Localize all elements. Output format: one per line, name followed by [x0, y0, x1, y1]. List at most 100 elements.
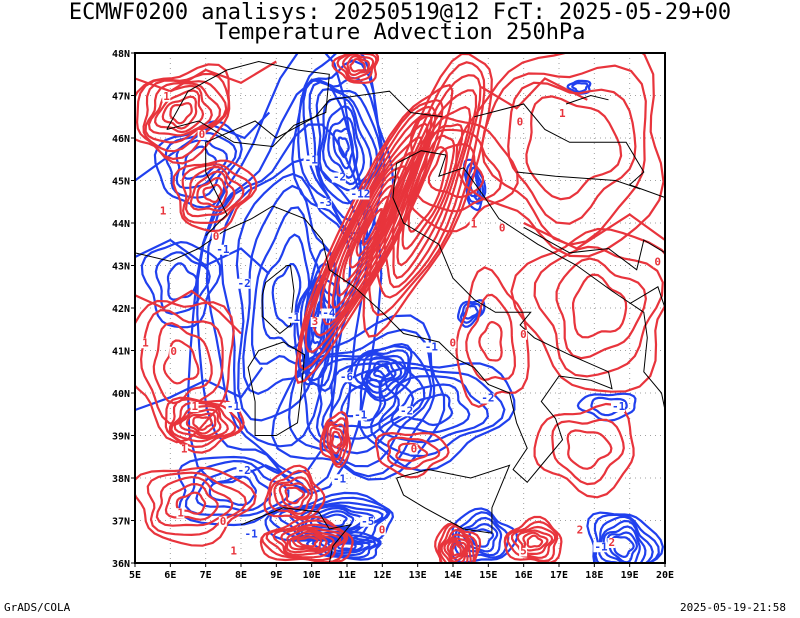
warm-contour [288, 530, 328, 551]
warm-contour [147, 84, 213, 137]
warm-contour [407, 145, 449, 233]
contour-label-bg [236, 465, 251, 476]
contour-label-bg [141, 338, 150, 349]
warm-contour [386, 436, 441, 470]
cold-contour [271, 262, 302, 328]
warm-contour [161, 95, 198, 130]
warm-contour [480, 77, 588, 110]
contour-label-bg [349, 189, 370, 200]
coastline [474, 103, 665, 198]
contour-label: -1 [287, 311, 301, 324]
warm-contour [329, 426, 346, 455]
software-credit: GrADS/COLA [4, 601, 71, 614]
warm-contour [135, 63, 231, 165]
contour-label-bg [303, 155, 318, 166]
warm-contour [273, 476, 314, 515]
warm-contour [533, 245, 664, 378]
warm-contour [551, 418, 625, 486]
warm-contour [184, 166, 245, 218]
cold-contour [378, 375, 490, 444]
coastlines [135, 60, 665, 563]
contour-label: 1 [181, 443, 188, 456]
contour-label: -2 [481, 392, 494, 405]
contour-label-bg [519, 546, 528, 557]
warm-contour [368, 61, 486, 317]
contour-label: -2 [237, 464, 250, 477]
contour-label-bg [497, 223, 506, 234]
warm-contour [152, 322, 213, 405]
lon-tick-label: 10E [303, 570, 321, 581]
contour-label: 1 [192, 400, 199, 413]
lat-tick-label: 39N [112, 432, 130, 443]
contour-label: -3 [319, 196, 332, 209]
cold-contour [597, 519, 647, 563]
cold-contour [166, 262, 198, 301]
cold-contour [154, 251, 211, 315]
warm-contour [478, 320, 503, 362]
lat-tick-label: 43N [112, 262, 130, 273]
contour-label: -1 [354, 409, 368, 422]
warm-contour [414, 128, 503, 213]
contour-label-bg [331, 474, 346, 485]
cold-contour [586, 511, 665, 563]
lon-tick-label: 19E [621, 570, 639, 581]
contour-label: -2 [400, 404, 413, 417]
warm-contour [362, 53, 493, 338]
contour-label: 0 [520, 328, 527, 341]
cold-contour [135, 366, 264, 412]
contour-label: 1 [177, 506, 184, 519]
warm-contour [175, 491, 207, 515]
contour-label: 0 [220, 515, 227, 528]
contour-label: 1 [163, 90, 170, 103]
contour-label: 3 [312, 315, 319, 328]
warm-contour [162, 339, 200, 385]
cold-contour [329, 368, 400, 429]
contour-label-bg [310, 317, 319, 327]
contour-label-bg [285, 312, 300, 323]
cold-contour [208, 475, 258, 507]
warm-contour [291, 533, 323, 550]
cold-contour [571, 82, 589, 93]
warm-contour [278, 482, 310, 510]
lat-tick-label: 42N [112, 304, 130, 315]
lat-tick-label: 48N [112, 49, 130, 60]
coastline [523, 226, 665, 271]
cold-contour [368, 360, 397, 383]
warm-contour [169, 102, 193, 125]
warm-contour [285, 528, 335, 554]
contour-label-bg [360, 516, 375, 527]
cold-contour [457, 516, 503, 557]
warm-contour [526, 534, 544, 549]
lon-tick-label: 8E [235, 570, 247, 581]
warm-contour [179, 408, 222, 438]
lon-tick-label: 15E [479, 570, 497, 581]
contour-label: 1 [230, 545, 237, 558]
warm-contour [164, 396, 245, 454]
axis-ticks: 5E 6E 7E 8E 9E 10E 11E 12E 13E 14E 15E 16E 17E 18E 19E… [112, 49, 674, 581]
lon-tick-label: 18E [585, 570, 603, 581]
lat-tick-label: 44N [112, 219, 130, 230]
contour-label: 0 [213, 230, 220, 243]
warm-contour [438, 528, 472, 563]
contour-label-bg [338, 372, 353, 383]
warm-contour [189, 170, 236, 212]
contour-label-bg [176, 508, 185, 519]
warm-contour [185, 412, 217, 435]
cold-contour [594, 515, 654, 563]
warm-contour [375, 74, 482, 299]
warm-contour [522, 531, 549, 552]
contour-label: -1 [594, 540, 608, 553]
warm-contour [326, 423, 348, 461]
coastline [438, 154, 665, 411]
cold-contour [196, 78, 369, 492]
contour-label: 2 [608, 536, 615, 549]
lon-tick-label: 20E [656, 570, 674, 581]
map-subtitle: Temperature Advection 250hPa [214, 20, 586, 45]
contour-label-bg [423, 342, 438, 353]
warm-contour [142, 79, 228, 153]
warm-contour [260, 519, 349, 563]
warm-contour [272, 526, 347, 559]
warm-contour [280, 527, 342, 557]
coastline [135, 231, 224, 262]
warm-contour [427, 143, 484, 199]
